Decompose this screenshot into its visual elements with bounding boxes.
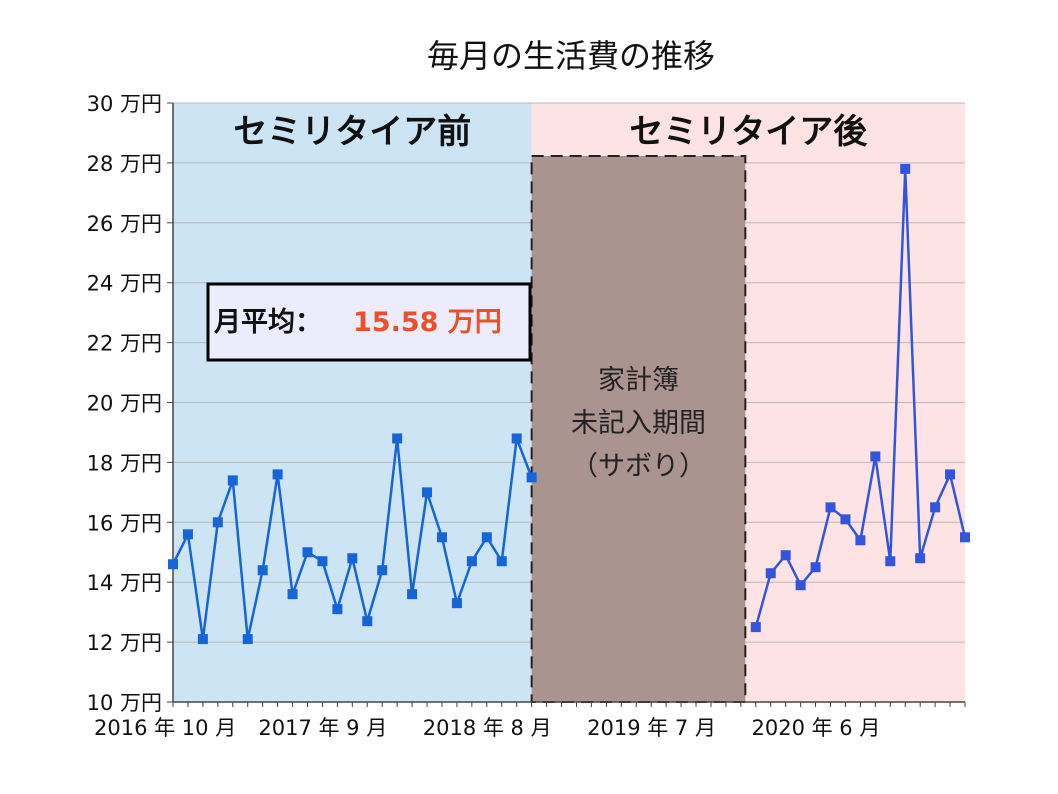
data-point-0-19 — [451, 598, 462, 609]
data-point-1-5 — [825, 502, 836, 513]
data-point-0-7 — [272, 469, 283, 480]
gap-text-line-0: 家計簿 — [598, 365, 679, 396]
data-point-1-4 — [810, 562, 821, 573]
data-point-1-12 — [930, 502, 941, 513]
data-point-0-15 — [392, 433, 403, 444]
data-point-1-0 — [750, 622, 761, 633]
data-point-1-9 — [885, 556, 896, 567]
data-point-1-14 — [960, 532, 970, 543]
data-point-0-0 — [168, 559, 178, 570]
data-point-0-6 — [257, 565, 268, 576]
data-point-0-10 — [317, 556, 328, 567]
y-tick-label-3: 16 万円 — [87, 511, 162, 535]
data-point-0-3 — [212, 517, 223, 528]
data-point-0-9 — [302, 547, 313, 558]
average-box-frame — [206, 282, 532, 362]
data-point-1-8 — [870, 451, 881, 462]
data-point-1-2 — [780, 550, 791, 561]
data-point-1-11 — [915, 553, 926, 564]
gap-block — [530, 155, 747, 703]
y-tick-label-1: 12 万円 — [87, 631, 162, 655]
x-tick-label-1: 2017 年 9 月 — [258, 716, 387, 740]
data-point-0-4 — [227, 475, 238, 486]
axes — [167, 102, 966, 707]
data-point-0-14 — [377, 565, 388, 576]
data-point-1-13 — [945, 469, 956, 480]
y-tick-label-9: 28 万円 — [87, 152, 162, 176]
data-point-1-3 — [795, 580, 806, 591]
average-label: 月平均： — [213, 307, 322, 338]
data-point-0-2 — [197, 634, 208, 645]
chart-title: 毎月の生活費の推移 — [427, 37, 715, 75]
data-point-0-18 — [436, 532, 447, 543]
data-series — [168, 163, 970, 645]
y-tick-label-4: 18 万円 — [87, 451, 162, 475]
data-point-1-10 — [900, 163, 911, 174]
x-tick-label-3: 2019 年 7 月 — [587, 716, 716, 740]
x-tick-label-0: 2016 年 10 月 — [94, 716, 236, 740]
x-axis-ticks: 2016 年 10 月 2017 年 9 月 2018 年 8 月 2019 年 7 … — [94, 716, 880, 740]
data-point-1-6 — [840, 514, 851, 525]
data-point-0-16 — [407, 589, 418, 600]
data-point-0-1 — [182, 529, 193, 540]
gap-text-line-1: 未記入期間 — [571, 408, 706, 439]
y-tick-label-8: 26 万円 — [87, 212, 162, 236]
average-box: 月平均： 15.58 万円 — [206, 282, 532, 362]
average-value: 15.58 万円 — [353, 307, 502, 338]
data-point-0-5 — [242, 634, 253, 645]
data-point-0-22 — [496, 556, 507, 567]
data-point-0-21 — [481, 532, 492, 543]
data-point-1-7 — [855, 535, 866, 546]
region-label-1: セミリタイア後 — [629, 112, 868, 152]
data-point-0-13 — [362, 616, 373, 627]
y-tick-label-10: 30 万円 — [87, 92, 162, 116]
y-tick-label-7: 24 万円 — [87, 272, 162, 296]
data-point-0-11 — [332, 604, 343, 615]
y-tick-label-0: 10 万円 — [87, 691, 162, 715]
y-tick-label-2: 14 万円 — [87, 571, 162, 595]
y-tick-label-6: 22 万円 — [87, 332, 162, 356]
data-point-0-17 — [422, 487, 433, 498]
x-tick-label-4: 2020 年 6 月 — [752, 716, 881, 740]
data-point-0-23 — [511, 433, 522, 444]
data-point-1-1 — [765, 568, 776, 579]
data-point-0-20 — [466, 556, 477, 567]
data-point-0-24 — [526, 472, 537, 483]
data-point-0-8 — [287, 589, 298, 600]
gap-text-line-2: （サボり） — [571, 451, 706, 482]
y-tick-label-5: 20 万円 — [87, 392, 162, 416]
region-label-0: セミリタイア前 — [233, 112, 471, 152]
region-labels: セミリタイア前 セミリタイア後 — [233, 112, 868, 152]
data-point-0-12 — [347, 553, 358, 564]
y-axis-ticks: 10 万円 12 万円 14 万円 16 万円 18 万円 20 万円 22 万円 24 万円… — [87, 92, 162, 715]
x-tick-label-2: 2018 年 8 月 — [423, 716, 552, 740]
